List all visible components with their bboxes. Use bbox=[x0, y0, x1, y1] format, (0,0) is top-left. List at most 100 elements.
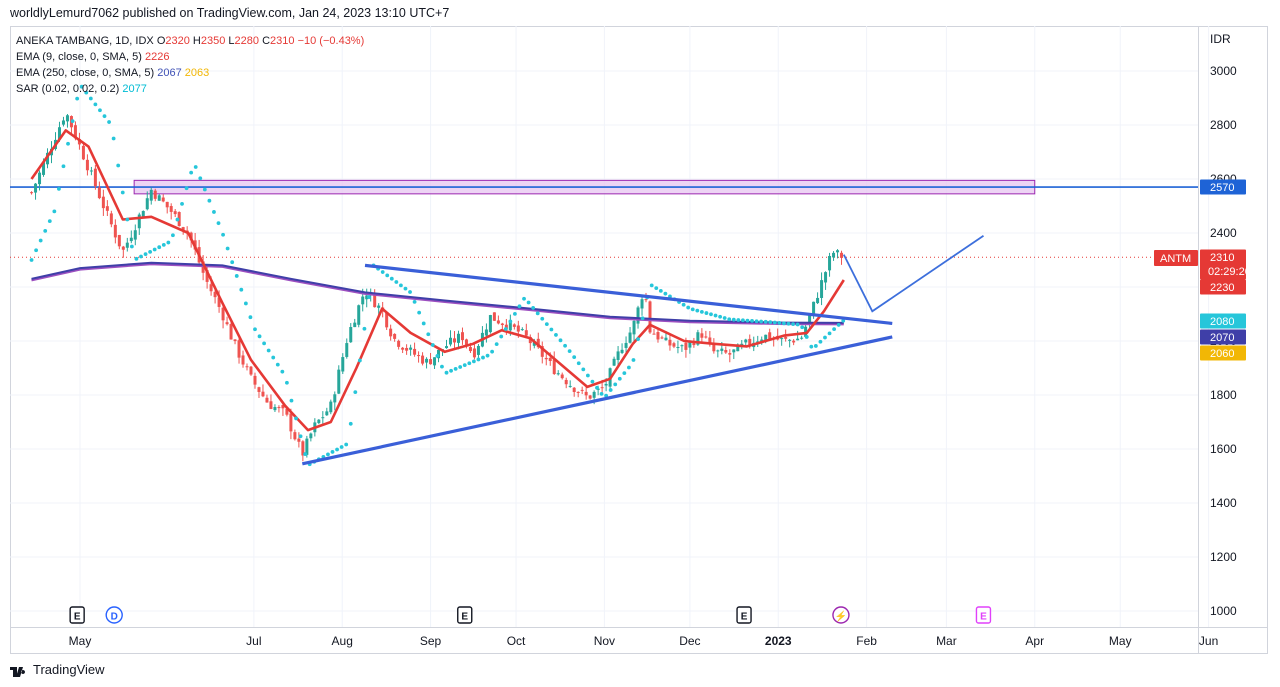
candle-body bbox=[648, 301, 652, 333]
legend-symbol-row[interactable]: ANEKA TAMBANG, 1D, IDX O2320 H2350 L2280… bbox=[16, 33, 364, 49]
sar-dot bbox=[66, 141, 70, 146]
sar-dot bbox=[800, 325, 805, 330]
sar-dot bbox=[627, 365, 631, 370]
sar-dot bbox=[786, 321, 791, 326]
sar-dot bbox=[745, 318, 750, 323]
ema9-line bbox=[30, 129, 845, 432]
legend-close-label: C bbox=[262, 35, 271, 47]
sar-dot bbox=[841, 318, 846, 323]
price-tag-label: 2070 bbox=[1210, 332, 1234, 344]
earnings-marker bbox=[736, 606, 752, 624]
sar-dot bbox=[75, 96, 80, 101]
candle-body bbox=[365, 295, 369, 300]
sar-dot bbox=[599, 391, 604, 396]
sar-dot bbox=[750, 319, 754, 323]
candle-body bbox=[113, 224, 117, 238]
sar-dot bbox=[43, 228, 48, 233]
candle-body bbox=[612, 358, 616, 366]
time-axis-divider bbox=[10, 627, 1268, 628]
sar-dot bbox=[193, 165, 198, 169]
legend-ema9-name: EMA (9, close, 0, SMA, 5) bbox=[16, 51, 142, 63]
legend-sar-row[interactable]: SAR (0.02, 0.02, 0.2) 2077 bbox=[16, 81, 364, 97]
sar-dot bbox=[344, 442, 349, 447]
x-tick-label: Mar bbox=[936, 634, 957, 648]
candle-body bbox=[169, 206, 173, 212]
candle-body bbox=[780, 338, 784, 340]
sar-dot bbox=[348, 421, 353, 426]
sar-dot bbox=[453, 367, 458, 371]
candle-body bbox=[600, 387, 604, 389]
sar-dot bbox=[339, 445, 344, 449]
candle-body bbox=[668, 339, 672, 346]
candle-body bbox=[728, 353, 732, 355]
candle-body bbox=[85, 159, 89, 171]
candle-body bbox=[61, 120, 65, 125]
legend-ema9-row[interactable]: EMA (9, close, 0, SMA, 5) 2226 bbox=[16, 49, 364, 65]
candle-body bbox=[133, 230, 137, 240]
sar-dot bbox=[34, 248, 39, 253]
sar-dot bbox=[704, 311, 709, 315]
sar-dot bbox=[768, 320, 773, 325]
candle-body bbox=[225, 322, 229, 325]
x-tick-label: Oct bbox=[507, 634, 526, 648]
candle-body bbox=[293, 432, 297, 440]
candle-body bbox=[425, 358, 429, 363]
candle-body bbox=[233, 339, 237, 342]
candle-body bbox=[357, 305, 361, 325]
sar-dot bbox=[289, 398, 294, 403]
candle-body bbox=[445, 346, 449, 349]
candle-body bbox=[840, 252, 844, 258]
candle-body bbox=[468, 347, 472, 352]
candle-body bbox=[616, 351, 620, 360]
candle-body bbox=[656, 332, 660, 340]
sar-dot bbox=[239, 287, 244, 292]
sar-dot bbox=[47, 219, 52, 224]
x-tick-label: May bbox=[69, 634, 92, 648]
sar-dot bbox=[544, 322, 549, 327]
sar-dot bbox=[827, 331, 832, 336]
candle-body bbox=[560, 374, 564, 379]
sar-dot bbox=[663, 291, 668, 296]
candle-body bbox=[540, 346, 544, 357]
candle-body bbox=[712, 344, 716, 352]
triangle-lower-trendline bbox=[301, 335, 893, 466]
candle-body bbox=[265, 397, 269, 403]
candle-body bbox=[580, 389, 584, 391]
candle-body bbox=[38, 172, 42, 185]
sar-dot bbox=[613, 382, 618, 387]
symbol-tag bbox=[1154, 250, 1198, 266]
candle-body bbox=[708, 337, 712, 344]
price-tag bbox=[1200, 313, 1246, 329]
candle-body bbox=[97, 187, 101, 199]
candle-body bbox=[129, 237, 133, 242]
price-tag bbox=[1200, 249, 1246, 280]
sar-dot bbox=[731, 317, 736, 322]
candle-body bbox=[680, 345, 684, 347]
candle-body bbox=[768, 332, 772, 340]
sar-dot bbox=[248, 315, 253, 320]
candle-body bbox=[393, 333, 397, 339]
candle-body bbox=[157, 195, 161, 201]
sar-dot bbox=[581, 367, 586, 372]
sar-dot bbox=[636, 337, 640, 342]
candle-body bbox=[632, 320, 636, 335]
candle-body bbox=[620, 349, 624, 353]
candle-body bbox=[456, 333, 460, 343]
candle-body bbox=[109, 213, 113, 225]
sar-dot bbox=[335, 447, 339, 452]
legend-ema250-row[interactable]: EMA (250, close, 0, SMA, 5) 2067 2063 bbox=[16, 65, 364, 81]
sar-dot bbox=[330, 450, 335, 454]
triangle-upper-trendline bbox=[364, 263, 893, 326]
sar-dot bbox=[57, 186, 61, 191]
sar-dot bbox=[617, 376, 622, 381]
footer-brand[interactable]: TradingView bbox=[10, 662, 105, 677]
sar-dot bbox=[449, 368, 453, 373]
sar-dot bbox=[421, 321, 426, 326]
symbol-tag-label: ANTM bbox=[1160, 253, 1191, 265]
sar-dot bbox=[718, 314, 723, 319]
candle-body bbox=[532, 341, 536, 346]
candle-body bbox=[221, 307, 225, 321]
sar-dot bbox=[508, 319, 513, 324]
sar-dot bbox=[253, 327, 257, 332]
